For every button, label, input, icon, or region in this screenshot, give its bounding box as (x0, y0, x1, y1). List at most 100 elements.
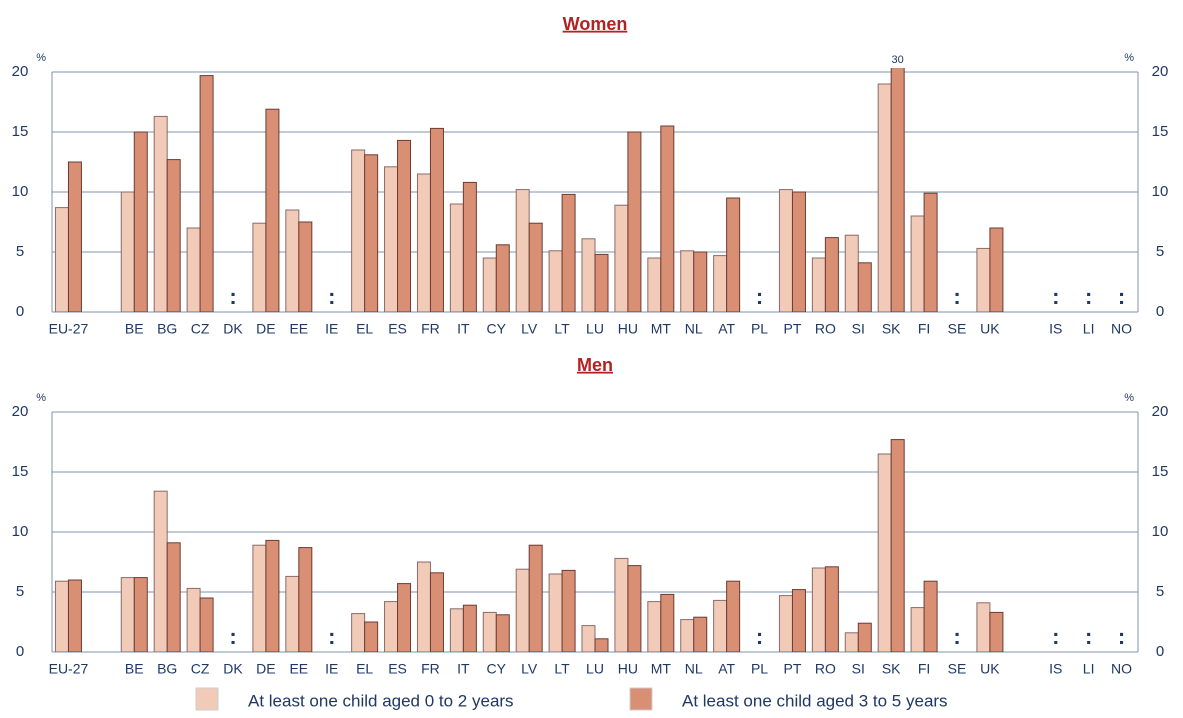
bar (153, 490, 168, 652)
bar (265, 539, 280, 652)
bar (120, 577, 135, 652)
bar (877, 453, 892, 652)
bar (462, 181, 477, 312)
x-tick-label: MT (651, 321, 672, 337)
bar (351, 613, 366, 652)
bar (515, 568, 530, 652)
missing-marker: : (953, 284, 960, 309)
legend-swatch (629, 687, 653, 711)
bar (660, 125, 675, 312)
missing-marker: : (756, 624, 763, 649)
bar (811, 257, 826, 312)
x-tick-label: RO (815, 321, 836, 337)
bar (693, 251, 708, 312)
bar (133, 577, 148, 652)
bar (397, 583, 412, 652)
bar (462, 604, 477, 652)
bar (824, 566, 839, 652)
y2-tick-label: 5 (1156, 583, 1164, 600)
x-tick-label: SK (882, 661, 901, 677)
y2-tick-label: 15 (1152, 463, 1169, 480)
x-tick-label: PT (784, 661, 802, 677)
x-tick-label: NL (685, 321, 703, 337)
x-tick-label: LI (1083, 321, 1095, 337)
missing-marker: : (1052, 624, 1059, 649)
bar (67, 579, 82, 652)
bar (133, 131, 148, 312)
x-tick-label: SE (948, 321, 967, 337)
y2-tick-label: 10 (1152, 183, 1169, 200)
x-tick-label: HU (618, 661, 638, 677)
bar (199, 75, 214, 312)
bar (528, 544, 543, 652)
bar (627, 565, 642, 652)
x-tick-label: FI (918, 661, 930, 677)
bar (910, 215, 925, 312)
x-tick-label: BG (157, 661, 177, 677)
x-tick-label: UK (980, 321, 1000, 337)
bar (627, 131, 642, 312)
y2-tick-label: 0 (1156, 643, 1164, 660)
x-tick-label: IE (325, 661, 338, 677)
x-tick-label: SK (882, 321, 901, 337)
x-tick-label: BE (125, 321, 144, 337)
bar (890, 439, 905, 652)
bar (186, 587, 201, 652)
x-tick-label: LV (521, 321, 538, 337)
x-tick-label: NO (1111, 661, 1132, 677)
x-tick-label: IT (457, 661, 470, 677)
bar (298, 221, 313, 312)
bar (548, 250, 563, 312)
bar (429, 127, 444, 312)
x-tick-label: DE (256, 661, 275, 677)
bar (778, 595, 793, 652)
x-tick-label: IS (1049, 661, 1062, 677)
bar (910, 607, 925, 652)
bar (594, 638, 609, 652)
bar (166, 159, 181, 312)
y-tick-label: 20 (12, 63, 29, 80)
bar (482, 611, 497, 652)
bar (844, 632, 859, 652)
bar (67, 161, 82, 312)
missing-marker: : (1118, 624, 1125, 649)
bar (416, 173, 431, 312)
y-tick-label: 15 (12, 463, 29, 480)
y-tick-label: 20 (12, 403, 29, 420)
y-tick-label: 0 (16, 303, 24, 320)
y2-tick-label: 20 (1152, 403, 1169, 420)
bar (976, 247, 991, 312)
x-tick-label: LU (586, 321, 604, 337)
bar (680, 250, 695, 312)
bar (660, 593, 675, 652)
y2-tick-label: 5 (1156, 243, 1164, 260)
bar (54, 207, 69, 312)
x-tick-label: NL (685, 661, 703, 677)
bar (298, 547, 313, 652)
missing-marker: : (1118, 284, 1125, 309)
bar (890, 68, 905, 312)
bar (581, 625, 596, 652)
x-tick-label: EL (356, 321, 373, 337)
x-tick-label: PL (751, 321, 768, 337)
y2-tick-label: 10 (1152, 523, 1169, 540)
bar (199, 597, 214, 652)
panel-title: Men (577, 355, 613, 375)
bar (614, 557, 629, 652)
x-tick-label: ES (388, 321, 407, 337)
x-tick-label: EL (356, 661, 373, 677)
x-tick-label: FR (421, 661, 440, 677)
x-tick-label: IE (325, 321, 338, 337)
x-tick-label: PL (751, 661, 768, 677)
x-tick-label: IS (1049, 321, 1062, 337)
bar (186, 227, 201, 312)
bar (384, 601, 399, 652)
x-tick-label: NO (1111, 321, 1132, 337)
bar (397, 139, 412, 312)
bar (561, 193, 576, 312)
x-tick-label: BG (157, 321, 177, 337)
missing-marker: : (756, 284, 763, 309)
x-tick-label: UK (980, 661, 1000, 677)
y-tick-label: 5 (16, 583, 24, 600)
